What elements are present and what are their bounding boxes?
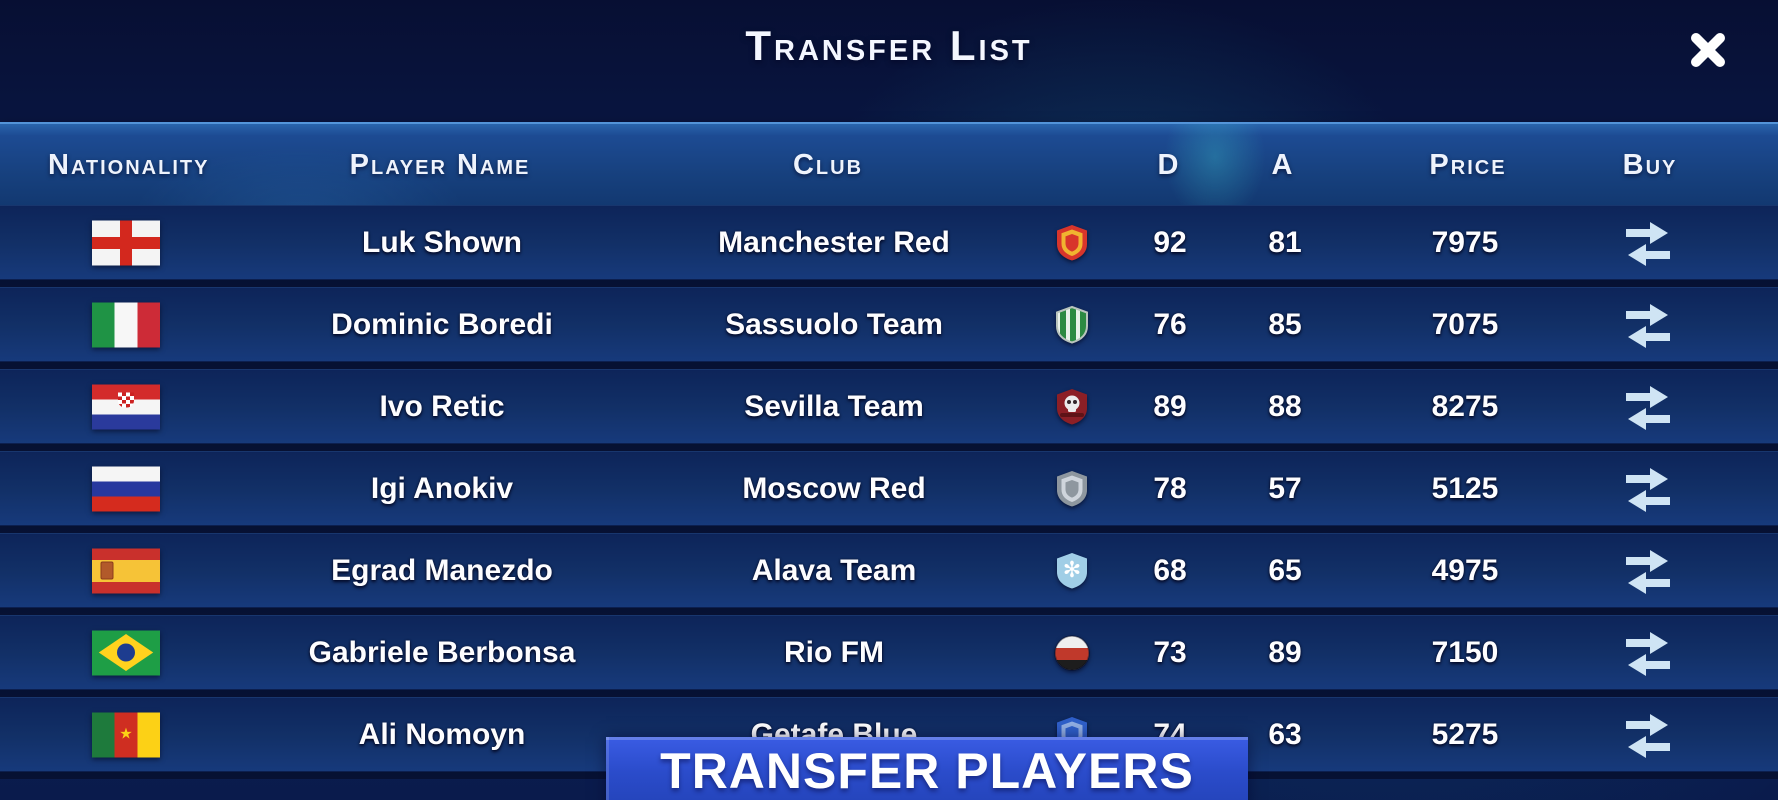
club-badge-icon: [1051, 632, 1093, 674]
transfer-arrows-icon: [1626, 303, 1670, 348]
column-header-player-name: Player Name: [349, 149, 531, 181]
transfer-arrows-icon: [1626, 467, 1670, 512]
transfer-arrows-icon: [1626, 549, 1670, 594]
player-name: Ali Nomoyn: [358, 717, 526, 751]
defense-value: 68: [1153, 553, 1187, 587]
defense-value: 73: [1153, 635, 1187, 669]
england-flag-icon: [92, 220, 160, 265]
player-name: Ivo Retic: [379, 389, 505, 423]
page-title: Transfer List: [745, 22, 1033, 69]
price-value: 7975: [1431, 225, 1499, 259]
attack-value: 65: [1268, 553, 1302, 587]
buy-button[interactable]: [1620, 466, 1676, 512]
price-value: 7150: [1431, 635, 1499, 669]
spain-flag-icon: [92, 548, 160, 593]
price-value: 5125: [1431, 471, 1499, 505]
club-name: Manchester Red: [718, 225, 950, 259]
croatia-flag-icon: [92, 384, 160, 429]
defense-value: 76: [1153, 307, 1187, 341]
table-row: Igi Anokiv Moscow Red 78 57 5125: [0, 451, 1778, 533]
club-name: Rio FM: [784, 635, 884, 669]
svg-text:✻: ✻: [1063, 557, 1081, 582]
club-name: Alava Team: [751, 553, 917, 587]
club-name: Sassuolo Team: [725, 307, 943, 341]
buy-button[interactable]: [1620, 712, 1676, 758]
price-value: 7075: [1431, 307, 1499, 341]
banner-label: TRANSFER PLAYERS: [660, 743, 1194, 799]
table-row: Egrad Manezdo Alava Team ✻ 68 65 4975: [0, 533, 1778, 615]
cameroon-flag-icon: [92, 712, 160, 757]
defense-value: 78: [1153, 471, 1187, 505]
close-button[interactable]: [1686, 28, 1730, 72]
player-name: Gabriele Berbonsa: [308, 635, 576, 669]
defense-value: 89: [1153, 389, 1187, 423]
defense-value: 92: [1153, 225, 1187, 259]
table-row: Ivo Retic Sevilla Team 89 88 8275: [0, 369, 1778, 451]
brazil-flag-icon: [92, 630, 160, 675]
column-header-defense: D: [1157, 149, 1181, 181]
buy-button[interactable]: [1620, 220, 1676, 266]
column-header-price: Price: [1429, 149, 1507, 181]
close-icon: [1691, 33, 1725, 67]
player-name: Luk Shown: [362, 225, 522, 259]
club-badge-icon: [1051, 222, 1093, 264]
club-name: Sevilla Team: [744, 389, 924, 423]
table-row: Luk Shown Manchester Red 92 81 7975: [0, 205, 1778, 287]
attack-value: 85: [1268, 307, 1302, 341]
player-name: Igi Anokiv: [370, 471, 514, 505]
price-value: 8275: [1431, 389, 1499, 423]
player-name: Egrad Manezdo: [331, 553, 553, 587]
attack-value: 81: [1268, 225, 1302, 259]
club-badge-icon: [1051, 304, 1093, 346]
table-header: Nationality Player Name Club D A Price B…: [0, 122, 1778, 207]
price-value: 4975: [1431, 553, 1499, 587]
buy-button[interactable]: [1620, 548, 1676, 594]
column-header-nationality: Nationality: [48, 149, 210, 181]
attack-value: 63: [1268, 717, 1302, 751]
attack-value: 88: [1268, 389, 1302, 423]
price-value: 5275: [1431, 717, 1499, 751]
attack-value: 57: [1268, 471, 1302, 505]
club-name: Moscow Red: [742, 471, 926, 505]
table-row: Dominic Boredi Sassuolo Team 76 85 7075: [0, 287, 1778, 369]
transfer-arrows-icon: [1626, 631, 1670, 676]
column-header-buy: Buy: [1622, 149, 1678, 181]
transfer-players-banner[interactable]: TRANSFER PLAYERS: [606, 737, 1248, 800]
russia-flag-icon: [92, 466, 160, 511]
player-table: Luk Shown Manchester Red 92 81 7975 Domi…: [0, 205, 1778, 779]
column-header-club: Club: [792, 149, 864, 181]
club-badge-icon: [1051, 386, 1093, 428]
club-badge-icon: ✻: [1051, 550, 1093, 592]
transfer-arrows-icon: [1626, 221, 1670, 266]
player-name: Dominic Boredi: [331, 307, 553, 341]
attack-value: 89: [1268, 635, 1302, 669]
italy-flag-icon: [92, 302, 160, 347]
club-badge-icon: [1051, 468, 1093, 510]
transfer-arrows-icon: [1626, 713, 1670, 758]
column-header-attack: A: [1271, 149, 1295, 181]
transfer-arrows-icon: [1626, 385, 1670, 430]
buy-button[interactable]: [1620, 302, 1676, 348]
buy-button[interactable]: [1620, 384, 1676, 430]
table-row: Gabriele Berbonsa Rio FM 73 89 7150: [0, 615, 1778, 697]
buy-button[interactable]: [1620, 630, 1676, 676]
